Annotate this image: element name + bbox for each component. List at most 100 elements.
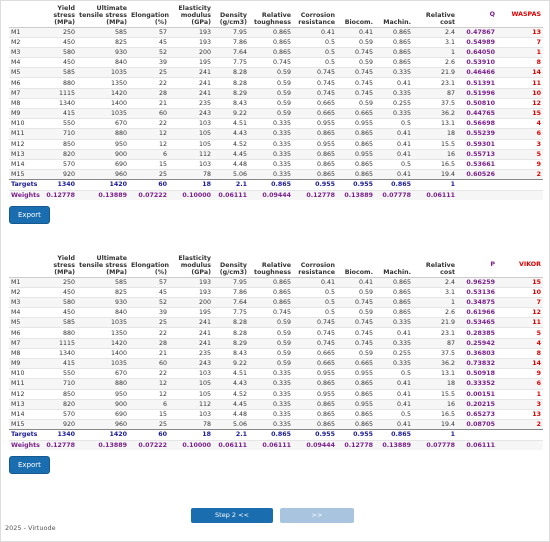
cell: 1420 <box>77 179 129 190</box>
next-button[interactable]: >> <box>280 508 354 523</box>
material-row: M1 250 585 57 193 7.95 0.865 0.41 0.41 0.865 2.4 0.… <box>9 26 543 38</box>
cell: M8 <box>9 347 39 359</box>
cell: 0.07222 <box>129 189 169 201</box>
cell: 710 <box>39 128 77 140</box>
cell: 1340 <box>39 347 77 359</box>
cell: 19.4 <box>413 169 457 180</box>
export-button[interactable]: Export <box>9 456 50 475</box>
cell: 0.865 <box>337 138 375 150</box>
cell: 0.335 <box>249 128 293 140</box>
cell: 200 <box>169 296 213 308</box>
cell: 1400 <box>77 347 129 359</box>
cell: 241 <box>169 67 213 78</box>
cell: 0.59 <box>249 327 293 339</box>
cell: 4.48 <box>213 158 249 170</box>
cell: 52 <box>129 296 169 308</box>
cell: 0.955 <box>293 138 337 150</box>
cell: 0.53661 <box>457 158 497 170</box>
vikor-section: Yield stress (MPa) Ultimate tensile stres… <box>9 253 543 475</box>
cell: 0.745 <box>337 327 375 339</box>
cell: 4.51 <box>213 118 249 129</box>
cell: 36.2 <box>413 357 457 369</box>
cell: 0.745 <box>249 57 293 68</box>
cell: 37.5 <box>413 347 457 359</box>
cell: 0.335 <box>249 419 293 430</box>
cell: 2.1 <box>213 179 249 190</box>
cell: 550 <box>39 118 77 129</box>
cell: 0.06111 <box>413 189 457 201</box>
cell: 0.865 <box>375 26 413 38</box>
cell: 0.41 <box>375 388 413 400</box>
cell: 450 <box>39 286 77 298</box>
cell: 0.335 <box>249 368 293 379</box>
cell: 18 <box>413 378 457 390</box>
cell: 0.46466 <box>457 67 497 78</box>
header-row: Yield stress (MPa) Ultimate tensile stres… <box>9 3 543 28</box>
material-row: M13 820 900 6 112 4.45 0.335 0.865 0.955 0.41 16 0.… <box>9 398 543 410</box>
cell: 0.665 <box>293 107 337 119</box>
cell: 12 <box>129 138 169 150</box>
cell: 0.41 <box>375 138 413 150</box>
cell: 1115 <box>39 337 77 349</box>
cell: 3 <box>497 138 543 150</box>
cell: 1 <box>413 46 457 58</box>
cell: 12 <box>129 128 169 140</box>
cell: 0.44765 <box>457 107 497 119</box>
material-row: M14 570 690 15 103 4.48 0.335 0.865 0.865 0.5 16.5… <box>9 408 543 420</box>
cell: M14 <box>9 158 39 170</box>
cell: 0.65273 <box>457 408 497 420</box>
cell: 16.5 <box>413 408 457 420</box>
cell: 880 <box>39 77 77 89</box>
cell: 0.335 <box>249 148 293 160</box>
cell: M3 <box>9 296 39 308</box>
cell: 1340 <box>39 429 77 440</box>
cell: 0.59 <box>249 107 293 119</box>
cell: 2 <box>497 419 543 430</box>
cell: 0.41 <box>375 327 413 339</box>
cell: 0.865 <box>337 378 375 390</box>
cell: 0.865 <box>375 286 413 298</box>
cell: 8.28 <box>213 317 249 328</box>
cell: 0.59 <box>337 347 375 359</box>
cell: 0.59 <box>249 317 293 328</box>
cell: 0.41 <box>337 26 375 38</box>
prev-button[interactable]: Step 2 << <box>191 508 273 523</box>
cell: 415 <box>39 357 77 369</box>
cell: 0.56698 <box>457 118 497 129</box>
cell: 0.865 <box>375 429 413 440</box>
cell: 250 <box>39 276 77 288</box>
column-header: Elongation (%) <box>129 3 169 28</box>
cell: 25 <box>129 317 169 328</box>
cell: 0.865 <box>293 398 337 410</box>
cell: 0.335 <box>249 378 293 390</box>
cell: 60 <box>129 107 169 119</box>
cell: 0.59 <box>249 337 293 349</box>
cell: 9.22 <box>213 357 249 369</box>
cell: 39 <box>129 57 169 68</box>
cell: 19.4 <box>413 419 457 430</box>
cell: 0.255 <box>375 347 413 359</box>
column-header: Ultimate tensile stress (MPa) <box>77 253 129 278</box>
column-header: Biocom. <box>337 3 375 28</box>
cell: 13.1 <box>413 118 457 129</box>
cell: 0.5 <box>293 296 337 308</box>
cell: M5 <box>9 67 39 78</box>
cell: M11 <box>9 128 39 140</box>
column-header: VIKOR <box>497 253 543 278</box>
cell: 57 <box>129 276 169 288</box>
cell <box>497 189 543 201</box>
cell: 21.9 <box>413 317 457 328</box>
cell: 13.1 <box>413 368 457 379</box>
cell: 0.59 <box>249 67 293 78</box>
cell: 8.43 <box>213 347 249 359</box>
cell: 37.5 <box>413 97 457 109</box>
cell: 930 <box>77 46 129 58</box>
cell: 7.75 <box>213 57 249 68</box>
cell: 8.43 <box>213 97 249 109</box>
cell: 0.09444 <box>249 189 293 201</box>
cell: M6 <box>9 77 39 89</box>
cell: 1420 <box>77 337 129 349</box>
export-button[interactable]: Export <box>9 206 50 225</box>
cell: 2.1 <box>213 429 249 440</box>
cell: 4.51 <box>213 368 249 379</box>
